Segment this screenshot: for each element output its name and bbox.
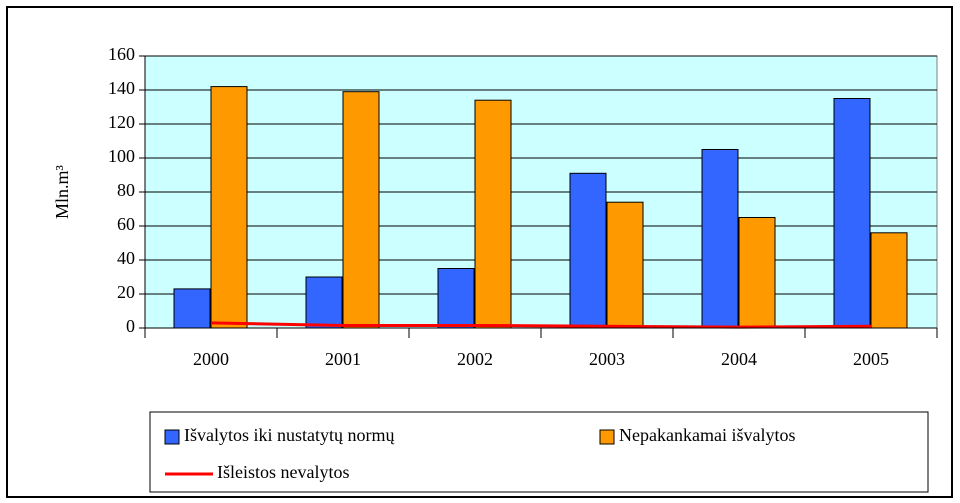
legend-swatch: [599, 429, 615, 445]
x-tick-label: 2000: [193, 349, 229, 369]
y-tick-label: 20: [117, 282, 135, 302]
legend-label: Išvalytos iki nustatytų normų: [184, 425, 395, 445]
bar: [738, 217, 776, 329]
bar: [701, 149, 739, 329]
y-tick-label: 80: [117, 180, 135, 200]
bar: [437, 268, 475, 329]
x-tick-label: 2005: [853, 349, 889, 369]
x-tick-label: 2001: [325, 349, 361, 369]
bar: [305, 276, 343, 329]
y-tick-label: 40: [117, 248, 135, 268]
y-tick-label: 100: [108, 146, 135, 166]
bar: [173, 288, 211, 329]
bar: [342, 91, 380, 329]
legend-box: [149, 411, 929, 493]
bar: [569, 172, 607, 329]
legend-label: Išleistos nevalytos: [217, 462, 350, 482]
y-tick-label: 60: [117, 214, 135, 234]
legend-swatch: [164, 429, 180, 445]
x-tick-label: 2002: [457, 349, 493, 369]
bar: [474, 99, 512, 329]
y-tick-label: 160: [108, 44, 135, 64]
x-tick-label: 2003: [589, 349, 625, 369]
y-tick-label: 0: [126, 316, 135, 336]
bar: [870, 232, 908, 329]
bar: [833, 98, 871, 329]
bar: [606, 201, 644, 329]
bar: [210, 86, 248, 329]
x-tick-label: 2004: [721, 349, 757, 369]
y-tick-label: 140: [108, 78, 135, 98]
legend-label: Nepakankamai išvalytos: [619, 425, 795, 445]
line: [210, 321, 872, 329]
y-tick-label: 120: [108, 112, 135, 132]
y-axis-label: Mln.m³: [52, 164, 72, 219]
